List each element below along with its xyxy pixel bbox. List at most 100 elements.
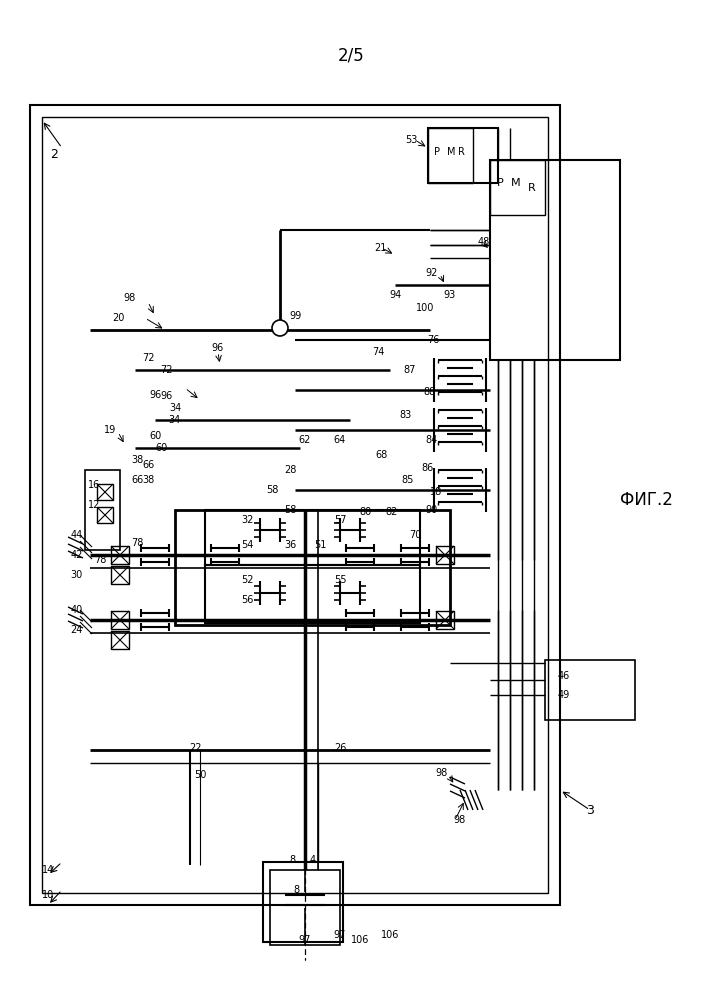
Text: 24: 24	[70, 625, 83, 635]
Text: 50: 50	[194, 770, 206, 780]
Bar	[97, 507, 113, 523]
Bar	[111, 546, 129, 564]
Text: 96: 96	[212, 343, 224, 353]
Text: 55: 55	[334, 575, 347, 585]
Text: 82: 82	[386, 507, 398, 517]
Text: 78: 78	[94, 555, 106, 565]
Text: 19: 19	[104, 425, 116, 435]
Bar	[205, 565, 420, 623]
Text: ФИГ.2: ФИГ.2	[620, 491, 673, 509]
Bar	[490, 160, 545, 215]
Text: 56: 56	[241, 595, 253, 605]
Text: 46: 46	[558, 671, 570, 681]
Bar	[490, 160, 620, 360]
Text: 99: 99	[289, 311, 301, 321]
Text: 36: 36	[284, 540, 296, 550]
Text: 84: 84	[426, 435, 438, 445]
Bar	[270, 870, 340, 945]
Text: 90: 90	[426, 505, 438, 515]
Text: 38: 38	[142, 475, 154, 485]
Text: 72: 72	[142, 353, 154, 363]
Text: 21: 21	[374, 243, 386, 253]
Text: 10: 10	[42, 890, 54, 900]
Bar	[97, 484, 113, 500]
Text: 34: 34	[168, 415, 180, 425]
Text: 98: 98	[124, 293, 136, 303]
Text: 34: 34	[169, 403, 181, 413]
Text: 8: 8	[293, 885, 299, 895]
Text: M: M	[511, 178, 521, 188]
Bar	[175, 510, 450, 625]
Text: 48: 48	[478, 237, 490, 247]
Text: 66: 66	[142, 460, 154, 470]
Text: 40: 40	[71, 605, 83, 615]
Text: 54: 54	[241, 540, 253, 550]
Text: 62: 62	[299, 435, 311, 445]
Text: 20: 20	[112, 313, 124, 323]
Text: 38: 38	[131, 455, 143, 465]
Text: 106: 106	[351, 935, 369, 945]
Text: 78: 78	[131, 538, 143, 548]
Text: 88: 88	[424, 387, 436, 397]
Text: 57: 57	[334, 515, 347, 525]
Text: 4: 4	[310, 855, 316, 865]
Text: 8: 8	[290, 855, 296, 865]
Text: 16: 16	[88, 480, 101, 490]
Bar	[428, 128, 498, 183]
Text: 66: 66	[131, 475, 143, 485]
Text: 98: 98	[436, 768, 448, 778]
Bar	[545, 660, 635, 720]
Text: 80: 80	[359, 507, 371, 517]
Text: 100: 100	[415, 303, 434, 313]
Bar	[111, 611, 129, 629]
Text: 51: 51	[314, 540, 326, 550]
Text: P: P	[434, 147, 440, 157]
Text: 44: 44	[71, 530, 83, 540]
Text: R: R	[458, 147, 465, 157]
Text: 68: 68	[376, 450, 388, 460]
Text: 2: 2	[50, 148, 58, 161]
Bar	[111, 566, 129, 584]
Text: 60: 60	[155, 443, 167, 453]
Text: 97: 97	[334, 930, 346, 940]
Text: 32: 32	[241, 515, 253, 525]
Text: 52: 52	[240, 575, 253, 585]
Text: 18: 18	[430, 487, 442, 497]
Text: 64: 64	[334, 435, 346, 445]
Text: 83: 83	[399, 410, 411, 420]
Text: 14: 14	[42, 865, 54, 875]
Text: P: P	[496, 178, 503, 188]
Text: 94: 94	[389, 290, 401, 300]
Text: 72: 72	[160, 365, 172, 375]
Bar	[42, 117, 548, 893]
Text: 106: 106	[381, 930, 399, 940]
Text: 49: 49	[558, 690, 570, 700]
Text: 12: 12	[88, 500, 101, 510]
Bar	[263, 862, 343, 942]
Text: 87: 87	[404, 365, 416, 375]
Text: 97: 97	[299, 935, 311, 945]
Text: 53: 53	[406, 135, 418, 145]
Text: 2/5: 2/5	[337, 46, 364, 64]
Text: 96: 96	[149, 390, 161, 400]
Text: 22: 22	[188, 743, 201, 753]
Bar	[428, 128, 473, 183]
Bar	[436, 611, 454, 629]
Text: 98: 98	[454, 815, 466, 825]
Circle shape	[272, 320, 288, 336]
Text: 85: 85	[402, 475, 414, 485]
Bar	[205, 510, 420, 565]
Text: 58: 58	[284, 505, 296, 515]
Text: 58: 58	[266, 485, 278, 495]
Text: 42: 42	[70, 550, 83, 560]
Text: 76: 76	[427, 335, 439, 345]
Bar	[85, 470, 120, 550]
Bar	[111, 631, 129, 649]
Bar	[436, 546, 454, 564]
Text: 28: 28	[284, 465, 296, 475]
Text: 74: 74	[372, 347, 384, 357]
Text: 93: 93	[444, 290, 456, 300]
Text: 30: 30	[71, 570, 83, 580]
Bar	[30, 105, 560, 905]
Text: 26: 26	[334, 743, 346, 753]
